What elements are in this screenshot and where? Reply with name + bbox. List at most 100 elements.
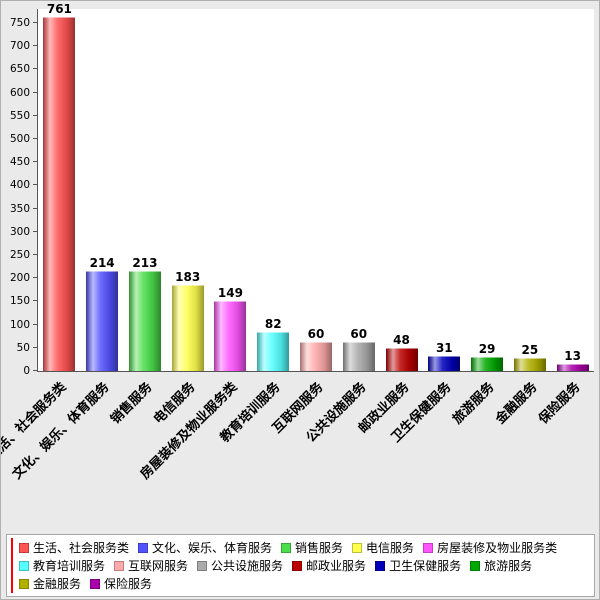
y-tick-mark	[33, 230, 37, 232]
y-tick-label: 650	[9, 63, 30, 76]
legend-color-swatch	[138, 542, 149, 553]
legend-color-swatch	[197, 560, 208, 571]
legend-label: 公共设施服务	[211, 559, 284, 573]
bar-value-label: 60	[307, 327, 325, 342]
bar-value-label: 82	[264, 316, 282, 331]
legend-color-swatch	[281, 542, 292, 553]
y-axis: 0 50 100 150 200 250 300 350 400 450 500 550 600 650 7…	[1, 9, 37, 377]
bar-value-label: 31	[435, 340, 453, 355]
legend-label: 保险服务	[104, 577, 153, 591]
y-tick-mark	[33, 300, 37, 302]
bar-value-label: 13	[564, 348, 581, 363]
y-tick-mark	[33, 346, 37, 348]
legend-item: 公共设施服务	[197, 557, 283, 574]
y-tick-mark	[33, 137, 37, 139]
x-axis-label: 保险服务	[535, 379, 584, 428]
bar-7	[300, 342, 332, 371]
legend-label: 生活、社会服务类	[33, 541, 130, 555]
legend-item: 邮政业服务	[292, 557, 366, 574]
x-axis-label: 金融服务	[492, 379, 541, 428]
y-tick-label: 450	[9, 156, 30, 169]
bar-value-label: 25	[521, 343, 539, 358]
legend-label: 房屋装修及物业服务类	[437, 541, 558, 555]
legend-item: 房屋装修及物业服务类	[423, 539, 557, 556]
y-tick-mark	[33, 277, 37, 279]
legend-color-swatch	[375, 560, 386, 571]
bar-8	[342, 342, 375, 371]
legend-item: 电信服务	[352, 539, 414, 556]
x-axis-label: 旅游服务	[450, 379, 498, 428]
legend-item: 旅游服务	[470, 557, 532, 574]
bar-value-label: 149	[217, 285, 243, 300]
bar-13	[556, 363, 589, 371]
bar-value-label: 214	[89, 255, 115, 270]
y-tick-mark	[33, 161, 37, 163]
legend-color-swatch	[19, 578, 29, 589]
legend-color-swatch	[114, 560, 125, 571]
legend-item: 保险服务	[90, 575, 152, 592]
bar-value-label: 48	[393, 332, 410, 347]
y-tick-label: 150	[9, 295, 30, 308]
legend-label: 邮政业服务	[306, 559, 367, 573]
legend-item: 生活、社会服务类	[19, 539, 129, 556]
legend-color-swatch	[19, 560, 29, 571]
legend-accent-line	[11, 538, 13, 593]
legend-label: 金融服务	[33, 577, 82, 591]
legend-item: 文化、娱乐、体育服务	[138, 539, 272, 556]
legend-color-swatch	[470, 560, 481, 571]
y-tick-mark	[33, 68, 37, 70]
y-tick-label: 100	[9, 318, 30, 331]
legend-item: 金融服务	[19, 575, 81, 592]
bar-value-label: 29	[478, 341, 496, 356]
bar-9	[385, 347, 418, 371]
y-tick-mark	[33, 21, 37, 23]
y-tick-mark	[33, 91, 37, 93]
bar-5	[214, 300, 247, 371]
bar-1	[43, 16, 76, 371]
y-tick-label: 400	[9, 179, 30, 192]
legend-label: 文化、娱乐、体育服务	[152, 541, 273, 555]
y-tick-mark	[33, 253, 37, 255]
bar-4	[171, 285, 204, 371]
plot-area: 761 214 213 183 149 82 60 60 48 31 29 25 13	[37, 2, 594, 372]
y-tick-label: 500	[9, 132, 30, 145]
legend-label: 互联网服务	[128, 559, 189, 573]
y-tick-label: 750	[9, 16, 30, 29]
legend-label: 教育培训服务	[33, 559, 106, 573]
legend-item: 教育培训服务	[19, 557, 105, 574]
bar-value-label: 183	[175, 270, 201, 285]
legend-color-swatch	[352, 542, 363, 553]
legend-color-swatch	[19, 542, 29, 553]
legend: 生活、社会服务类 文化、娱乐、体育服务 销售服务 电信服务 房屋装修及物业服务类教育培训…	[6, 534, 595, 597]
legend-label: 卫生保健服务	[389, 559, 462, 573]
x-axis-labels: 生活、社会服务类 文化、娱乐、体育服务 销售服务 电信服务 房屋装修及物业服务类 教育培训…	[1, 373, 593, 533]
bar-value-label: 213	[132, 256, 158, 271]
legend-item: 卫生保健服务	[375, 557, 461, 574]
y-tick-mark	[33, 114, 37, 116]
legend-item: 互联网服务	[114, 557, 188, 574]
y-tick-label: 700	[9, 40, 30, 53]
y-tick-label: 600	[9, 86, 30, 99]
legend-color-swatch	[423, 542, 434, 553]
bar-value-label: 761	[46, 1, 72, 16]
y-tick-label: 50	[16, 341, 30, 354]
y-tick-mark	[33, 370, 37, 371]
bar-2	[86, 270, 119, 371]
y-tick-mark	[33, 323, 37, 325]
bar-value-label: 60	[350, 327, 368, 342]
y-tick-label: 200	[9, 272, 30, 285]
legend-label: 销售服务	[295, 541, 344, 555]
y-tick-label: 300	[9, 225, 30, 238]
legend-item: 销售服务	[281, 539, 343, 556]
y-tick-label: 0	[23, 365, 30, 377]
bar-11	[471, 356, 504, 371]
y-tick-label: 350	[9, 202, 30, 215]
y-tick-mark	[33, 184, 37, 186]
legend-label: 旅游服务	[484, 559, 533, 573]
bar-10	[428, 355, 461, 371]
legend-color-swatch	[90, 578, 101, 589]
y-tick-label: 550	[9, 109, 30, 122]
y-tick-mark	[33, 207, 37, 209]
y-tick-label: 250	[9, 248, 30, 261]
